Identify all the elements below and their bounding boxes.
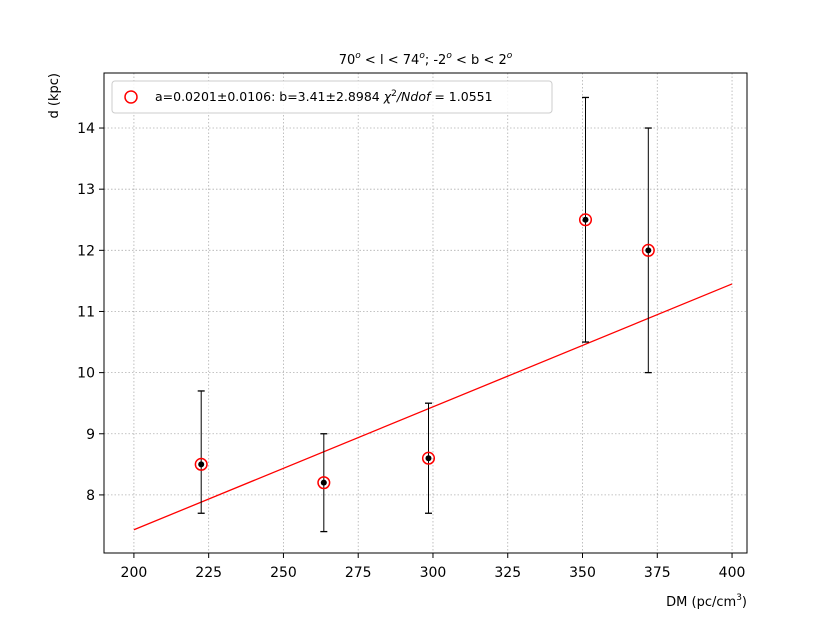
y-tick-label: 8 xyxy=(86,488,95,504)
y-tick-label: 12 xyxy=(77,243,95,259)
data-point xyxy=(645,247,652,254)
x-tick-label: 300 xyxy=(420,565,447,581)
data-point xyxy=(425,455,432,462)
x-tick-label: 350 xyxy=(569,565,596,581)
y-tick-label: 10 xyxy=(77,366,95,382)
legend-box xyxy=(111,80,553,114)
y-tick-label: 14 xyxy=(77,121,95,137)
legend-label: a=0.0201±0.0106: b=3.41±2.8984 χ2/Ndof =… xyxy=(155,89,493,104)
plot-frame xyxy=(103,72,748,554)
y-tick-label: 13 xyxy=(77,182,95,198)
x-axis-label: DM (pc/cm3) xyxy=(666,593,747,610)
data-point xyxy=(320,479,327,486)
x-tick-label: 225 xyxy=(195,565,222,581)
x-tick-label: 400 xyxy=(719,565,746,581)
x-tick-label: 375 xyxy=(644,565,671,581)
chart-title: 70o < l < 74o; -2o < b < 2o xyxy=(339,51,513,68)
legend: a=0.0201±0.0106: b=3.41±2.8984 χ2/Ndof =… xyxy=(111,80,553,114)
fit-line-layer xyxy=(133,283,733,531)
data-point-ring xyxy=(421,451,436,465)
data-point-ring xyxy=(641,243,655,257)
data-point-ring xyxy=(578,213,593,227)
legend-marker-circle xyxy=(124,90,138,104)
error-bars xyxy=(197,96,652,533)
x-tick-label: 200 xyxy=(121,565,148,581)
fit-line xyxy=(133,283,733,531)
x-tick-label: 250 xyxy=(270,565,297,581)
y-ticks: 8 9 10 11 12 13 14 xyxy=(77,121,104,504)
data-points xyxy=(194,213,655,490)
x-tick-label: 275 xyxy=(345,565,372,581)
data-point xyxy=(198,461,205,468)
data-point-ring xyxy=(317,476,331,490)
data-point-ring xyxy=(194,457,208,471)
data-point xyxy=(582,216,589,223)
y-tick-label: 11 xyxy=(77,304,95,320)
y-axis-label: d (kpc) xyxy=(47,73,62,118)
x-tick-label: 325 xyxy=(494,565,521,581)
grid xyxy=(104,73,747,553)
y-tick-label: 9 xyxy=(86,427,95,443)
x-ticks: 200 225 250 275 300 325 350 375 400 xyxy=(121,553,746,581)
